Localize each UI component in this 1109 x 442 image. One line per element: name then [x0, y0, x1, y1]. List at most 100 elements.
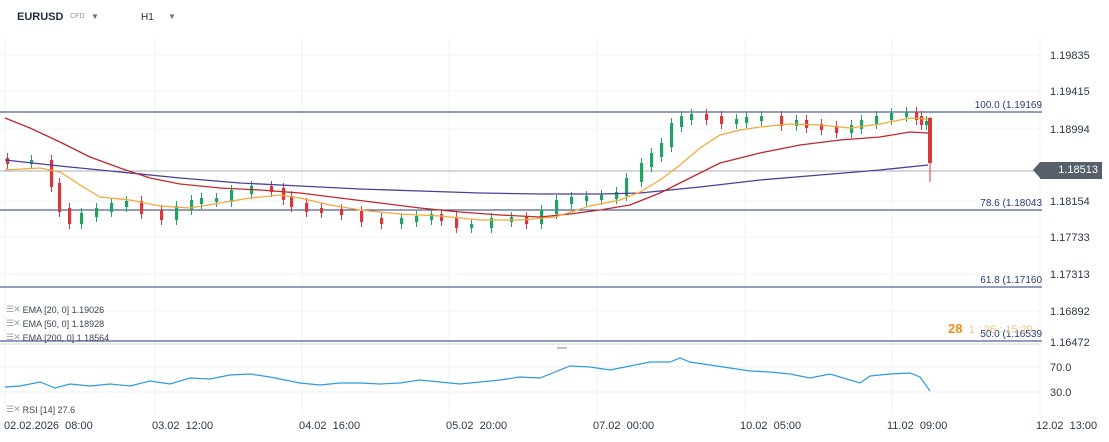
candle-body	[525, 217, 529, 224]
candle-body	[215, 198, 219, 202]
price-tick-label: 1.18994	[1050, 124, 1090, 136]
legend-ema50-label: EMA [50, 0] 1.18928	[22, 318, 105, 329]
price-tick-label: 1.18154	[1050, 196, 1090, 208]
countdown-rest: : 1 : 26 : 15:29	[962, 324, 1033, 336]
candle-body	[680, 116, 684, 127]
candle-body	[625, 178, 629, 196]
candle-body	[290, 196, 294, 207]
candle-body	[745, 117, 749, 123]
candle-body	[860, 120, 864, 129]
candle-body	[340, 209, 344, 215]
candle-body	[720, 116, 724, 124]
timeframe-selector[interactable]: H1	[141, 12, 154, 23]
candle-body	[925, 121, 928, 125]
fib-label: 50.0 (1.16539	[980, 329, 1042, 340]
candle-body	[615, 192, 619, 199]
candle-body	[440, 214, 444, 221]
legend-rsi-label: RSI [14] 27.6	[22, 404, 76, 415]
candle-body	[650, 153, 654, 167]
legend-rsi[interactable]: ☰✕ RSI [14] 27.6	[6, 404, 75, 415]
time-tick-label: 05.02 20:00	[446, 420, 507, 432]
candle-body	[400, 218, 404, 224]
settings-icon[interactable]: ☰✕	[6, 318, 21, 328]
candle-body	[915, 112, 919, 120]
candle-body	[735, 119, 739, 124]
legend-ema200[interactable]: ☰✕ EMA [200, 0] 1.18564	[6, 332, 109, 343]
ema-line	[4, 117, 929, 218]
candle-body	[282, 188, 286, 200]
symbol-name[interactable]: EURUSD	[17, 11, 64, 23]
candle-body	[6, 158, 10, 164]
candle-body	[905, 112, 909, 117]
candle-body	[140, 201, 144, 214]
candle-body	[320, 208, 324, 213]
candle-body	[928, 118, 932, 163]
settings-icon[interactable]: ☰✕	[6, 304, 21, 314]
price-tick-label: 1.16472	[1050, 337, 1090, 349]
timeframe-dropdown-chevron-icon[interactable]: ▼	[168, 12, 176, 21]
rsi-panel: 70.0 30.0	[0, 357, 1071, 399]
chart-grid	[0, 38, 1042, 415]
candle-body	[415, 216, 419, 222]
candle-body	[190, 200, 194, 210]
candle-body	[890, 113, 894, 120]
candle-body	[570, 197, 574, 204]
candle-body	[175, 206, 179, 220]
time-tick-label: 12.02 13:00	[1036, 420, 1097, 432]
candle-body	[230, 190, 234, 202]
candle-body	[660, 143, 664, 157]
rsi-level-label: 30.0	[1050, 387, 1071, 399]
time-axis[interactable]: 02.02.2026 08:00 03.02 12:00 04.02 16:00 05…	[4, 420, 1097, 432]
candle-body	[600, 195, 604, 200]
candle-body	[200, 198, 204, 204]
settings-icon[interactable]: ☰✕	[6, 332, 21, 342]
candle-body	[670, 123, 674, 147]
candle-body	[360, 211, 364, 222]
rsi-level-label: 70.0	[1050, 362, 1071, 374]
candle-body	[705, 114, 709, 120]
price-axis[interactable]: 1.19835 1.19415 1.18994 1.18154 1.17733 1.173…	[1050, 50, 1090, 349]
legend-ema200-label: EMA [200, 0] 1.18564	[22, 332, 110, 343]
ema-line	[4, 159, 929, 195]
candle-body	[795, 120, 799, 126]
price-tick-label: 1.17313	[1050, 269, 1090, 281]
candle-body	[780, 116, 784, 126]
candle-body	[875, 116, 879, 124]
time-tick-label: 10.02 05:00	[740, 420, 801, 432]
candle-body	[50, 160, 54, 187]
candle-body	[270, 186, 274, 192]
candle-body	[80, 213, 84, 224]
candle-body	[95, 208, 99, 217]
candle-body	[110, 203, 114, 212]
candle-body	[760, 116, 764, 121]
legend-ema50[interactable]: ☰✕ EMA [50, 0] 1.18928	[6, 318, 104, 329]
candle-body	[470, 224, 474, 228]
candle-body	[920, 116, 924, 125]
current-price-badge: 1.18513	[1033, 162, 1102, 179]
candle-body	[160, 210, 164, 220]
price-tick-label: 1.17733	[1050, 232, 1090, 244]
legend-ema20[interactable]: ☰✕ EMA [20, 0] 1.19026	[6, 304, 104, 315]
candle-body	[835, 126, 839, 133]
price-tick-label: 1.19835	[1050, 50, 1090, 62]
candle-body	[380, 218, 384, 224]
price-tick-label: 1.19415	[1050, 86, 1090, 98]
candle-body	[455, 217, 459, 228]
rsi-line	[4, 357, 931, 392]
candle-body	[68, 208, 72, 224]
ema-lines	[4, 117, 929, 221]
symbol-dropdown-chevron-icon[interactable]: ▼	[91, 12, 99, 21]
time-tick-label: 07.02 00:00	[593, 420, 654, 432]
time-tick-label: 11.02 09:00	[887, 420, 947, 432]
settings-icon[interactable]: ☰✕	[6, 404, 21, 414]
panel-resize-handle[interactable]	[557, 347, 567, 349]
candle-body	[690, 114, 694, 120]
candle-body	[58, 183, 62, 212]
fib-label: 61.8 (1.17160	[980, 275, 1042, 286]
candle-body	[850, 125, 854, 133]
fib-label: 100.0 (1.19169	[975, 100, 1043, 111]
legend-ema20-label: EMA [20, 0] 1.19026	[22, 304, 105, 315]
time-tick-label: 02.02.2026 08:00	[4, 420, 93, 432]
candle-body	[820, 124, 824, 130]
